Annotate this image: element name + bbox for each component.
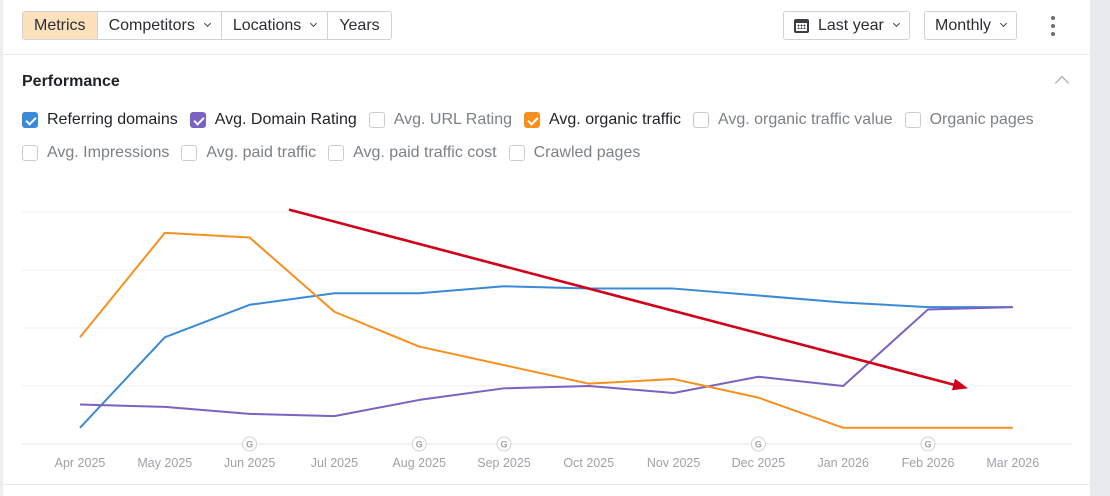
metric-toggle[interactable]: Avg. paid traffic [181,144,316,162]
interval-dropdown[interactable]: Monthly [924,11,1018,40]
checkbox-checked-icon[interactable] [524,112,541,128]
x-tick-label: May 2025 [137,456,192,470]
x-tick-label: Dec 2025 [732,456,786,470]
metric-toggle[interactable]: Avg. URL Rating [368,111,513,129]
series-line [79,231,1013,429]
metric-label: Avg. Domain Rating [214,111,357,128]
trend-arrow-head [951,378,968,391]
x-tick-label: Jan 2026 [817,456,868,470]
tab-locations[interactable]: Locations [221,12,329,39]
metric-toggle[interactable]: Organic pages [904,111,1034,129]
x-tick-label: Mar 2026 [986,456,1039,470]
google-update-label: G [416,440,423,450]
metric-toggle[interactable]: Avg. paid traffic cost [328,144,497,162]
section-divider [3,484,1090,485]
checkbox-icon[interactable] [328,145,345,161]
checkbox-icon[interactable] [692,112,709,128]
x-tick-label: Feb 2026 [902,456,955,470]
date-range-label: Last year [818,16,884,34]
page-edge [0,0,3,496]
chevron-down-icon [999,19,1008,28]
metric-label: Avg. organic traffic value [717,111,893,128]
date-range-dropdown[interactable]: Last year [783,11,910,40]
checkbox-icon[interactable] [508,145,525,161]
chevron-down-icon [203,19,211,28]
metric-label: Organic pages [929,111,1034,128]
google-update-label: G [500,440,507,450]
metric-toggle[interactable]: Crawled pages [508,144,641,162]
google-update-marker [242,436,258,452]
metric-toggles-row-1: Referring domains Avg. Domain Rating Avg. … [22,111,1046,129]
metric-label: Referring domains [47,111,178,128]
metric-label: Avg. Impressions [47,144,170,161]
tab-years[interactable]: Years [328,12,391,39]
checkbox-icon[interactable] [904,112,921,128]
metric-label: Avg. paid traffic cost [353,144,497,161]
toolbar: Metrics Competitors Locations Years Last… [3,0,1090,55]
view-segmented-control: Metrics Competitors Locations Years [22,11,392,40]
metric-label: Crawled pages [533,144,641,161]
google-update-marker [750,436,766,452]
google-update-label: G [246,440,253,450]
series-line [79,285,1013,429]
tab-competitors[interactable]: Competitors [97,12,222,39]
metric-label: Avg. paid traffic [206,144,317,161]
tab-metrics[interactable]: Metrics [23,12,98,39]
metric-toggle[interactable]: Avg. Impressions [22,144,169,162]
x-tick-label: Oct 2025 [563,456,614,470]
google-update-marker [411,436,427,452]
chevron-down-icon [892,19,900,28]
x-tick-label: Jun 2025 [224,456,275,470]
metric-toggle[interactable]: Avg. Domain Rating [189,111,357,129]
section-title: Performance [22,73,120,90]
google-update-label: G [755,440,762,450]
checkbox-icon[interactable] [181,145,198,161]
x-tick-label: Apr 2025 [55,456,106,470]
google-update-label: G [924,440,931,450]
x-tick-label: Sep 2025 [477,456,531,470]
x-tick-label: Jul 2025 [311,456,358,470]
google-update-marker [920,436,936,452]
series-line [79,306,1013,418]
google-update-marker [496,436,512,452]
metric-toggle[interactable]: Avg. organic traffic value [692,111,893,129]
metric-label: Avg. URL Rating [393,111,513,128]
checkbox-icon[interactable] [22,145,38,161]
scrollbar-track[interactable] [1090,0,1110,496]
checkbox-checked-icon[interactable] [22,112,38,128]
chevron-down-icon [310,19,318,28]
tab-label: Competitors [108,16,195,34]
metric-toggles-row-2: Avg. Impressions Avg. paid traffic Avg. pa… [22,144,652,162]
tab-label: Metrics [34,16,86,34]
calendar-icon [794,18,809,33]
performance-chart: G G G G G Apr 2025 May 2025 Jun 2025 Jul 2025 Aug… [22,208,1072,470]
trend-arrow-line [288,208,961,388]
interval-label: Monthly [935,16,992,34]
checkbox-icon[interactable] [368,112,385,128]
tab-label: Years [339,16,380,34]
metric-toggle[interactable]: Referring domains [22,111,178,129]
tab-label: Locations [232,16,302,34]
metric-label: Avg. organic traffic [549,111,681,128]
checkbox-checked-icon[interactable] [189,112,206,128]
x-tick-label: Nov 2025 [647,456,701,470]
x-tick-label: Aug 2025 [392,456,446,470]
kebab-menu-icon[interactable] [1049,16,1057,36]
metric-toggle[interactable]: Avg. organic traffic [524,111,681,129]
chevron-up-icon[interactable] [1054,75,1070,91]
